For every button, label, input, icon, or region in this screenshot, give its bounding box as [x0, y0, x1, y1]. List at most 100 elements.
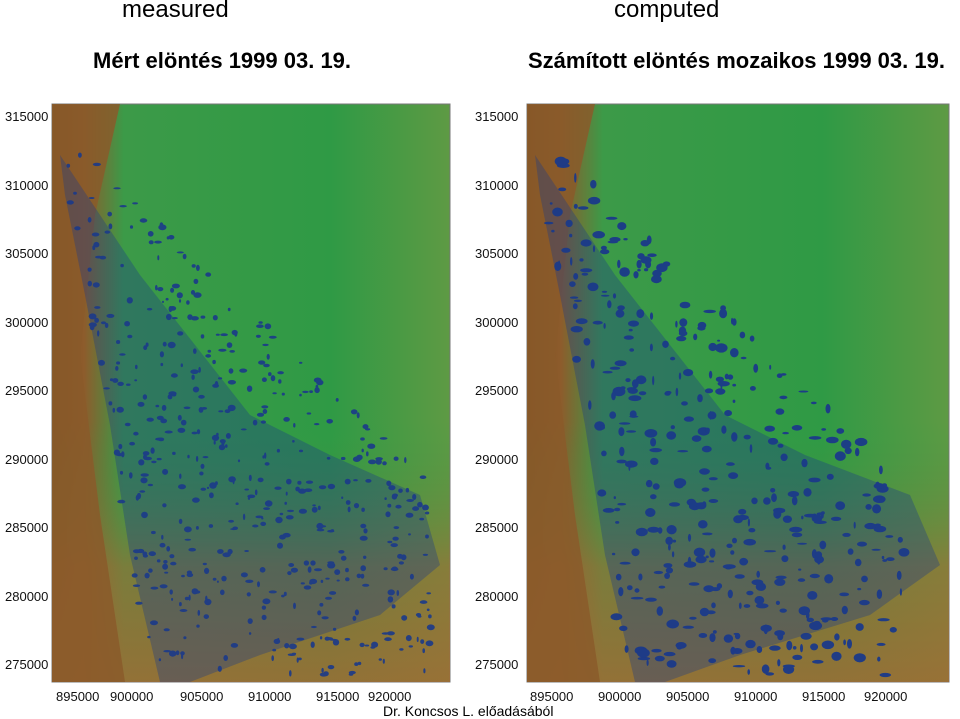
water-patch [841, 439, 852, 449]
water-patch [227, 548, 233, 555]
water-patch [325, 577, 330, 580]
water-patch [691, 435, 702, 442]
water-patch [178, 484, 186, 490]
water-patch [779, 395, 788, 400]
water-patch [302, 390, 309, 394]
water-patch [235, 502, 239, 506]
water-patch [274, 486, 282, 490]
water-patch [615, 521, 620, 524]
water-patch [821, 428, 827, 431]
water-patch [587, 196, 601, 205]
water-patch [353, 503, 360, 509]
water-patch [175, 650, 180, 656]
water-patch [204, 567, 210, 574]
water-patch [651, 275, 662, 284]
water-patch [662, 340, 669, 348]
y-tick: 300000 [5, 315, 49, 330]
water-patch [872, 504, 882, 514]
water-patch [101, 321, 106, 325]
water-patch [886, 557, 895, 561]
water-patch [693, 547, 706, 557]
water-patch [159, 584, 168, 589]
map-panel-computed: 315000 310000 305000 300000 295000 29000… [470, 95, 950, 715]
water-patch [558, 187, 567, 192]
water-patch [148, 240, 154, 245]
water-patch [262, 455, 265, 459]
water-patch [354, 662, 359, 666]
water-patch [831, 651, 842, 661]
water-patch [117, 499, 126, 504]
water-patch [592, 320, 603, 325]
water-patch [297, 657, 302, 661]
water-patch [359, 535, 368, 541]
water-patch [666, 431, 677, 440]
water-patch [119, 470, 124, 475]
water-patch [133, 431, 139, 436]
water-patch [732, 318, 737, 326]
water-patch [356, 412, 360, 419]
water-patch [656, 606, 663, 616]
water-patch [632, 379, 639, 389]
water-patch [853, 521, 856, 529]
water-patch [168, 235, 175, 240]
water-patch [135, 364, 138, 370]
water-patch [212, 315, 218, 321]
water-patch [675, 320, 678, 328]
water-patch [791, 425, 803, 431]
water-patch [885, 535, 894, 538]
water-patch [728, 472, 739, 479]
water-patch [138, 459, 145, 466]
water-patch [179, 602, 182, 607]
water-patch [726, 543, 733, 548]
water-patch [242, 513, 246, 520]
water-patch [821, 640, 835, 650]
water-patch [551, 229, 555, 233]
water-patch [391, 604, 396, 609]
water-patch [276, 448, 280, 453]
water-patch [384, 637, 392, 642]
water-patch [398, 488, 403, 493]
water-patch [214, 481, 218, 486]
water-patch [281, 392, 285, 396]
water-patch [636, 259, 642, 269]
water-patch [617, 222, 627, 231]
water-patch [619, 446, 625, 457]
water-patch [709, 633, 716, 643]
y-tick: 290000 [475, 452, 519, 467]
water-patch [853, 653, 866, 663]
water-patch [565, 219, 573, 228]
x-tick: 915000 [316, 689, 360, 704]
y-tick: 295000 [5, 383, 49, 398]
water-patch [314, 387, 320, 394]
water-patch [171, 317, 178, 320]
water-patch [211, 434, 220, 441]
water-patch [701, 445, 712, 453]
water-patch [107, 211, 112, 217]
water-patch [815, 551, 823, 559]
water-patch [763, 624, 768, 635]
water-patch [205, 272, 212, 277]
water-patch [192, 386, 200, 393]
water-patch [702, 532, 713, 536]
water-patch [701, 487, 710, 492]
water-patch [297, 480, 302, 485]
water-patch [87, 267, 92, 272]
water-patch [197, 609, 201, 616]
water-patch [361, 507, 365, 512]
water-patch [132, 584, 141, 587]
water-patch [139, 218, 148, 223]
water-patch [148, 551, 156, 557]
water-patch [391, 566, 398, 571]
water-patch [743, 434, 751, 440]
water-patch [164, 430, 173, 434]
water-patch [382, 658, 385, 664]
water-patch [876, 589, 883, 599]
water-patch [202, 456, 209, 459]
water-patch [812, 659, 824, 664]
water-patch [92, 162, 101, 167]
water-patch [119, 353, 126, 356]
water-patch [810, 401, 817, 405]
water-patch [697, 394, 703, 403]
water-patch [246, 385, 253, 392]
water-patch [262, 343, 269, 347]
